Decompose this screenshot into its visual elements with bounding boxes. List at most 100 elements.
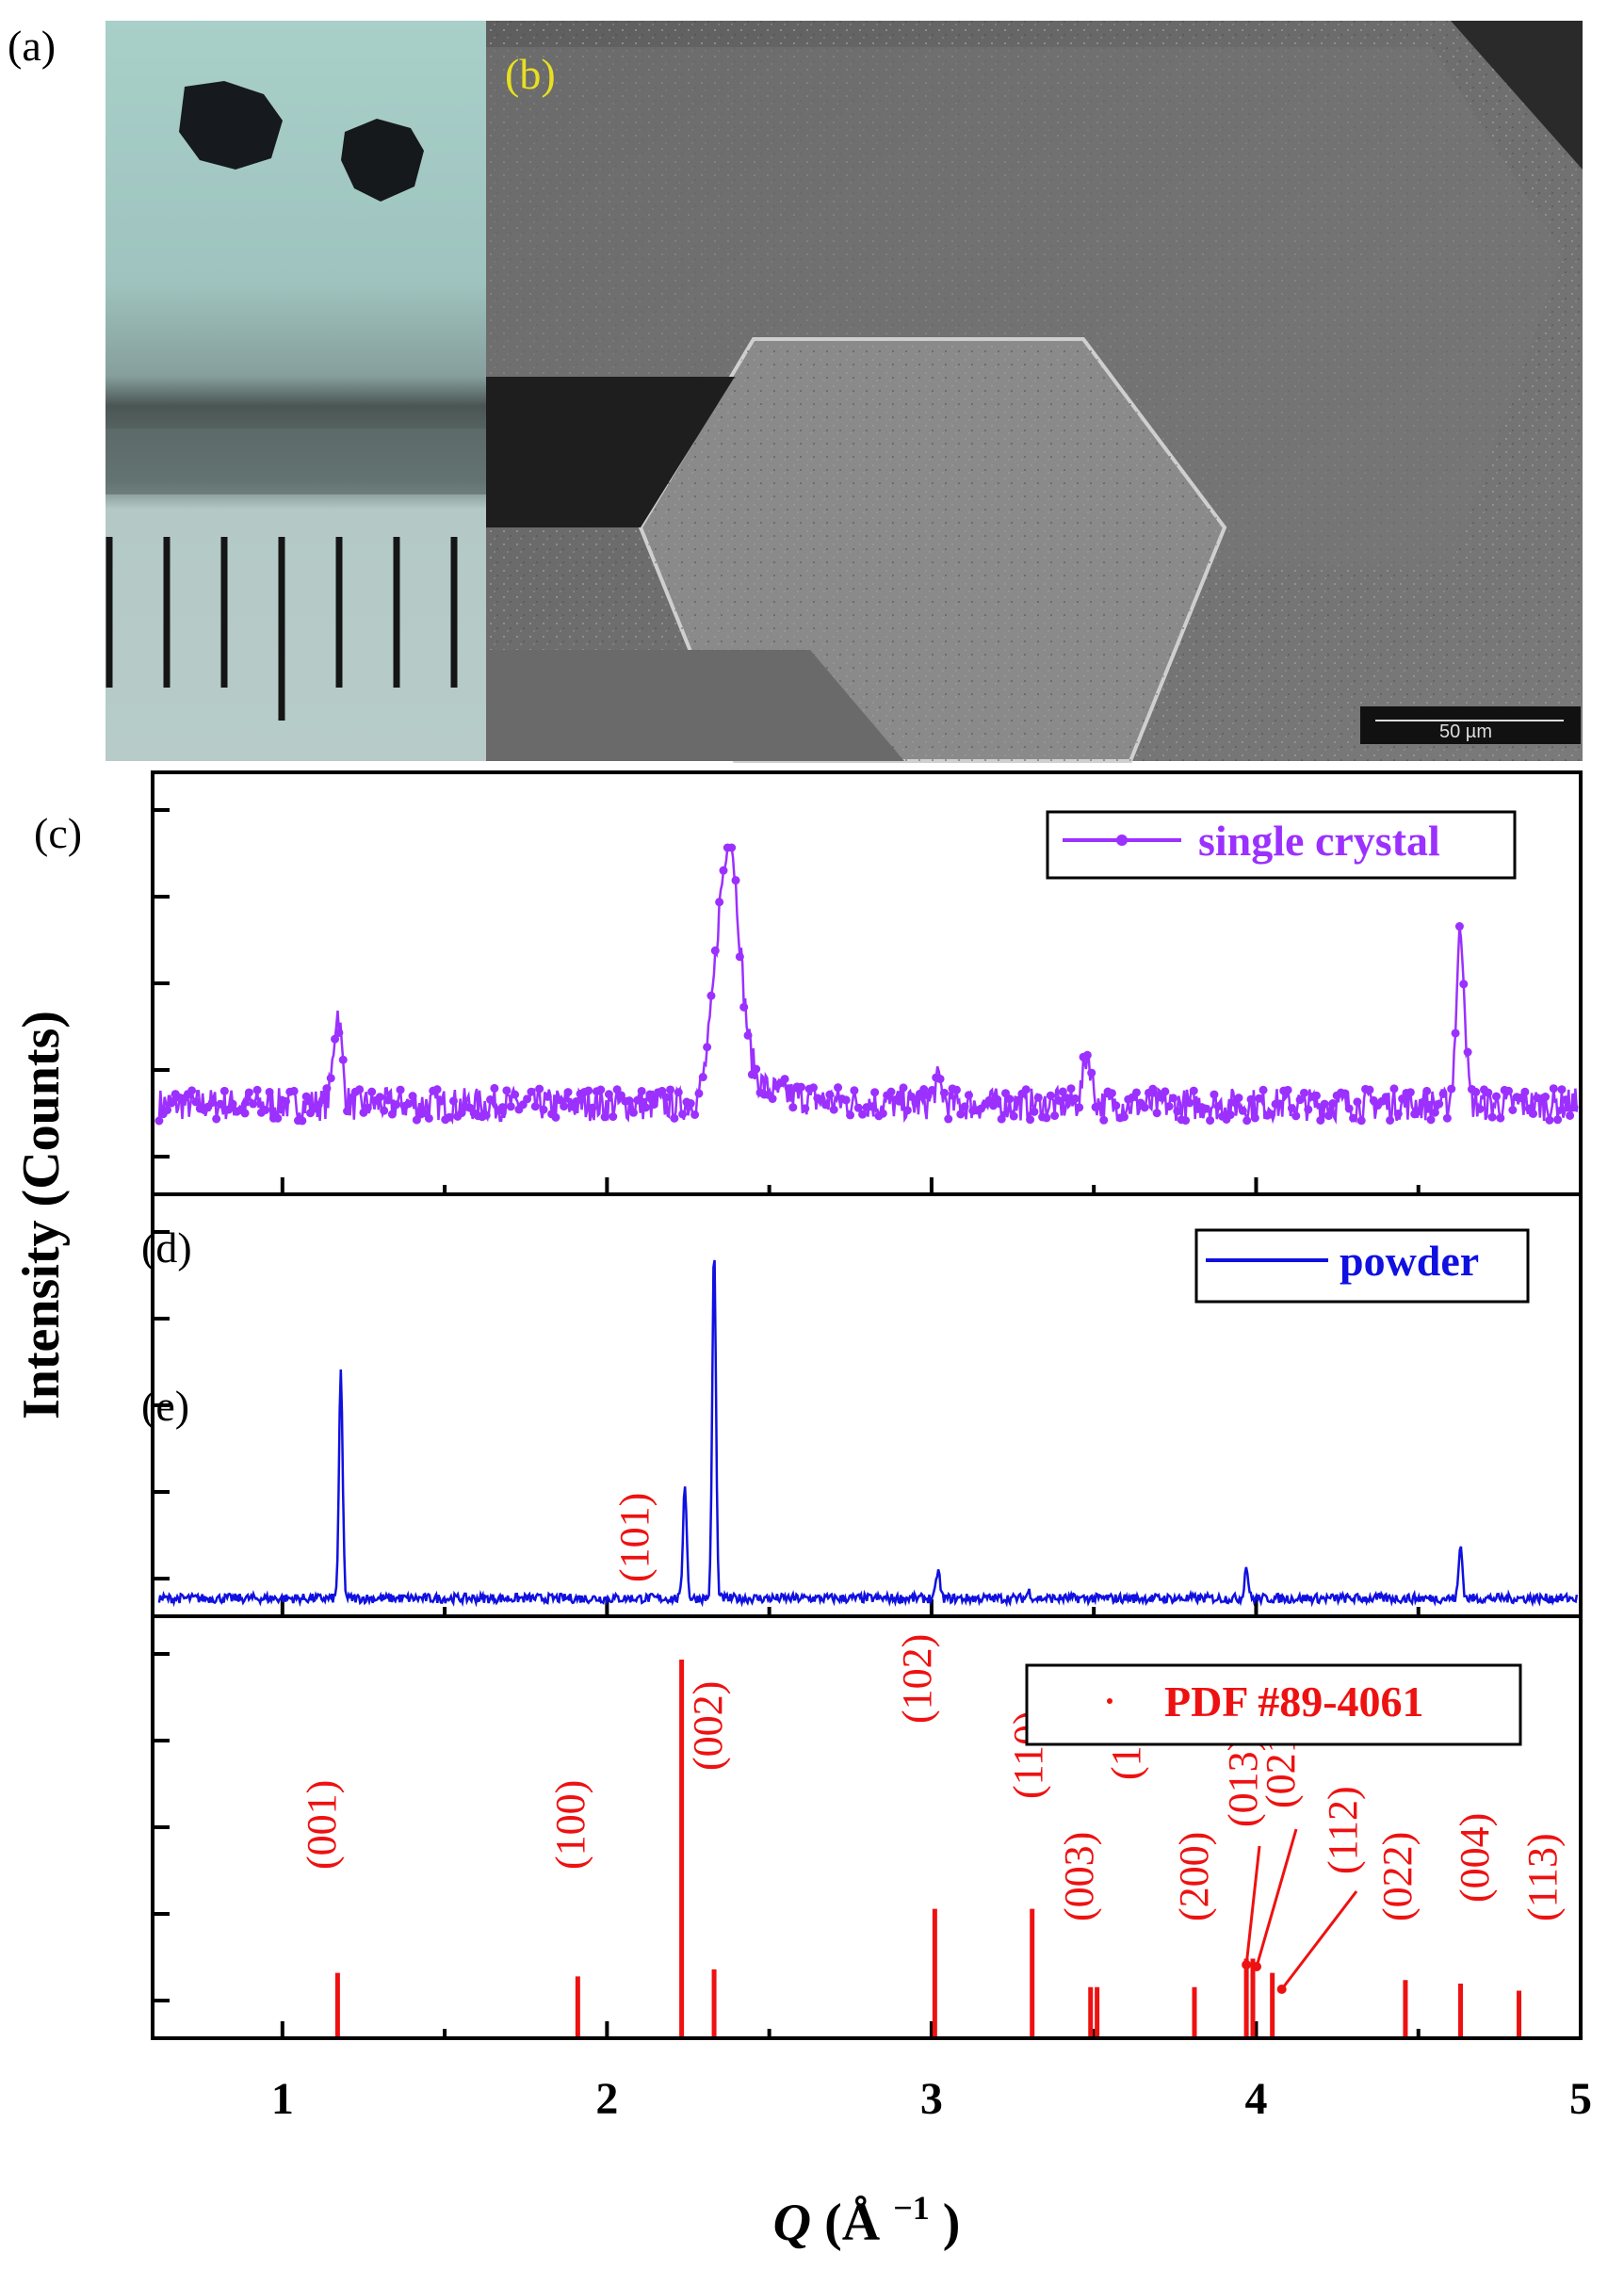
reflection-label: (101) bbox=[611, 1493, 658, 1582]
data-point-single-crystal bbox=[265, 1087, 274, 1096]
data-point-single-crystal bbox=[502, 1086, 512, 1095]
data-point-single-crystal bbox=[1414, 1107, 1423, 1116]
data-point-single-crystal bbox=[207, 1098, 217, 1108]
data-point-single-crystal bbox=[1541, 1093, 1551, 1102]
data-point-single-crystal bbox=[1344, 1104, 1354, 1113]
legend-pdf: PDF #89-4061 bbox=[1025, 1663, 1522, 1746]
reflection-label: (013) bbox=[1220, 1738, 1266, 1827]
data-point-single-crystal bbox=[1324, 1111, 1333, 1121]
data-point-single-crystal bbox=[834, 1083, 843, 1093]
data-point-single-crystal bbox=[404, 1099, 414, 1109]
x-tick-label: 3 bbox=[920, 2074, 943, 2124]
reflection-arrow-head bbox=[1252, 1962, 1262, 1971]
data-point-single-crystal bbox=[555, 1095, 564, 1105]
data-point-single-crystal bbox=[355, 1085, 365, 1094]
data-point-single-crystal bbox=[535, 1084, 544, 1094]
legend-label-powder: powder bbox=[1340, 1237, 1479, 1285]
data-point-single-crystal bbox=[1438, 1089, 1448, 1098]
data-point-single-crystal bbox=[1491, 1092, 1501, 1101]
data-point-single-crystal bbox=[706, 991, 716, 1000]
data-point-single-crystal bbox=[993, 1094, 1002, 1104]
data-point-single-crystal bbox=[1058, 1087, 1067, 1096]
data-point-single-crystal bbox=[396, 1085, 405, 1094]
x-axis-label-exp: −1 bbox=[893, 2189, 930, 2227]
data-point-single-crystal bbox=[523, 1094, 532, 1104]
data-point-single-crystal bbox=[1157, 1093, 1166, 1102]
data-point-single-crystal bbox=[796, 1082, 805, 1092]
data-point-single-crystal bbox=[338, 1055, 348, 1064]
data-point-single-crystal bbox=[866, 1102, 875, 1111]
data-point-single-crystal bbox=[927, 1086, 936, 1095]
data-point-single-crystal bbox=[506, 1102, 515, 1111]
data-point-single-crystal bbox=[609, 1112, 618, 1122]
data-point-single-crystal bbox=[1459, 980, 1469, 989]
data-point-single-crystal bbox=[1340, 1089, 1350, 1098]
data-point-single-crystal bbox=[666, 1085, 675, 1094]
data-point-single-crystal bbox=[768, 1094, 777, 1104]
reflection-label: (003) bbox=[1056, 1832, 1102, 1921]
data-point-single-crystal bbox=[661, 1093, 671, 1102]
data-point-single-crystal bbox=[490, 1083, 499, 1093]
reflection-label: (004) bbox=[1452, 1813, 1498, 1903]
data-point-single-crystal bbox=[1140, 1103, 1149, 1112]
data-point-single-crystal bbox=[645, 1090, 655, 1099]
data-point-single-crystal bbox=[1099, 1115, 1109, 1125]
reflection-label: (002) bbox=[685, 1681, 731, 1771]
data-point-single-crystal bbox=[1353, 1097, 1362, 1107]
data-point-single-crystal bbox=[1475, 1104, 1485, 1113]
data-point-single-crystal bbox=[1161, 1087, 1170, 1096]
data-point-single-crystal bbox=[1569, 1103, 1579, 1112]
data-point-single-crystal bbox=[911, 1098, 920, 1108]
data-point-single-crystal bbox=[154, 1116, 164, 1126]
data-point-single-crystal bbox=[1210, 1090, 1219, 1099]
data-point-single-crystal bbox=[1504, 1086, 1514, 1095]
data-point-single-crystal bbox=[1430, 1108, 1439, 1117]
data-point-single-crystal bbox=[1026, 1115, 1035, 1125]
data-point-single-crystal bbox=[1381, 1093, 1390, 1102]
data-point-single-crystal bbox=[457, 1109, 466, 1118]
data-point-single-crystal bbox=[939, 1088, 949, 1097]
data-point-single-crystal bbox=[633, 1095, 642, 1105]
data-point-single-crystal bbox=[1238, 1106, 1247, 1115]
data-point-single-crystal bbox=[1185, 1098, 1194, 1108]
panel-label-c: (c) bbox=[34, 809, 82, 857]
data-point-single-crystal bbox=[363, 1103, 372, 1112]
reflection-arrow-head bbox=[1242, 1960, 1252, 1969]
data-point-single-crystal bbox=[1328, 1099, 1338, 1109]
data-point-single-crystal bbox=[1435, 1099, 1444, 1109]
data-point-single-crystal bbox=[1386, 1116, 1395, 1126]
data-point-single-crystal bbox=[551, 1112, 560, 1122]
data-point-single-crystal bbox=[318, 1095, 328, 1105]
data-point-single-crystal bbox=[1255, 1094, 1264, 1103]
data-point-single-crystal bbox=[1087, 1068, 1096, 1078]
panel-label-d: (d) bbox=[141, 1224, 192, 1272]
plot-powder bbox=[157, 1259, 1579, 1608]
x-tick-label: 1 bbox=[271, 2074, 294, 2124]
data-point-single-crystal bbox=[694, 1089, 704, 1098]
data-point-single-crystal bbox=[604, 1090, 613, 1099]
data-point-single-crystal bbox=[1291, 1111, 1301, 1121]
data-point-single-crystal bbox=[703, 1043, 712, 1052]
data-point-single-crystal bbox=[715, 898, 724, 907]
plot-frames bbox=[151, 770, 1583, 2040]
data-point-single-crystal bbox=[281, 1096, 290, 1106]
data-point-single-crystal bbox=[1066, 1084, 1076, 1094]
data-point-single-crystal bbox=[1112, 1101, 1121, 1110]
data-point-single-crystal bbox=[298, 1116, 307, 1126]
x-axis-label: Q (Å −1 ) bbox=[773, 2173, 961, 2252]
data-point-single-crystal bbox=[743, 1030, 753, 1040]
legend-label-single-crystal: single crystal bbox=[1198, 817, 1440, 865]
reflection-label: (112) bbox=[1320, 1786, 1366, 1874]
data-point-single-crystal bbox=[801, 1104, 810, 1113]
data-point-single-crystal bbox=[788, 1103, 798, 1112]
data-point-single-crystal bbox=[674, 1088, 683, 1097]
data-point-single-crystal bbox=[191, 1097, 201, 1107]
plot-pdf-reference: (001)(100)(101)(002)(102)(110)(003)(111)… bbox=[299, 1493, 1566, 2036]
data-point-single-crystal bbox=[956, 1110, 966, 1119]
data-point-single-crystal bbox=[1054, 1095, 1064, 1105]
data-point-single-crystal bbox=[322, 1084, 332, 1094]
data-point-single-crystal bbox=[1242, 1116, 1252, 1126]
data-point-single-crystal bbox=[1529, 1109, 1538, 1118]
data-point-single-crystal bbox=[1287, 1104, 1296, 1113]
data-point-single-crystal bbox=[1549, 1084, 1558, 1094]
